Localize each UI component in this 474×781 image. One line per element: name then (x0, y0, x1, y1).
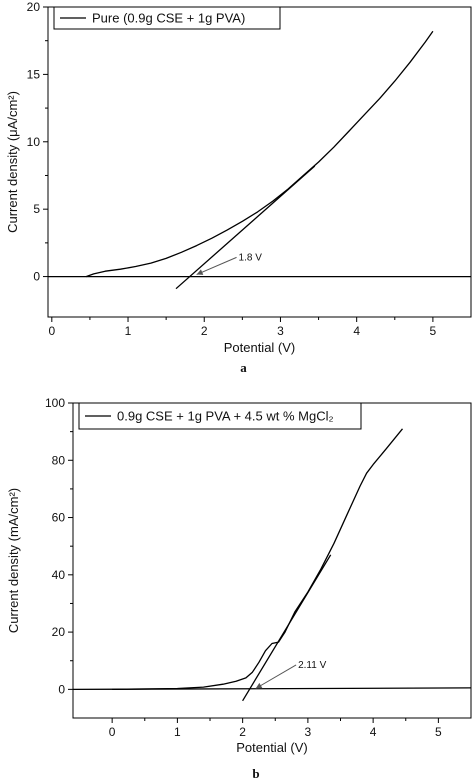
y-tick-label: 100 (45, 396, 65, 410)
annotation-label: 1.8 V (239, 252, 263, 263)
x-tick-label: 5 (435, 725, 442, 739)
x-tick-label: 3 (305, 725, 312, 739)
y-tick-label: 15 (27, 67, 41, 81)
chart-panel-b: 0 1 2 3 4 5 0 20 40 60 80 100 2.11 V 0.9g CSE + 1g PV… (6, 396, 472, 781)
annotation-arrow (196, 256, 237, 276)
y-axis-title: Current density (μA/cm²) (5, 91, 20, 233)
y-tick-label: 80 (52, 453, 66, 467)
y-tick-label: 10 (27, 135, 41, 149)
panel-label: b (252, 766, 259, 781)
x-axis-title: Potential (V) (236, 740, 308, 755)
y-tick-label: 20 (27, 0, 41, 14)
series-group (73, 428, 471, 702)
annotation-arrowhead (255, 682, 263, 689)
y-tick-label: 5 (33, 202, 40, 216)
plot-frame (72, 402, 472, 719)
series-line (85, 30, 434, 278)
y-axis-title: Current density (mA/cm²) (6, 488, 21, 633)
y-tick-label: 0 (58, 682, 65, 696)
chart-panel-a: 0 1 2 3 4 5 0 5 10 15 20 1.8 V Pure (0.9g CSE + 1g P… (5, 0, 472, 375)
x-tick-label: 4 (353, 324, 360, 338)
baseline-line (73, 687, 471, 691)
x-axis-title: Potential (V) (224, 340, 296, 355)
tangent-line (242, 554, 332, 702)
annotation-arrow (255, 664, 297, 689)
x-tick-label: 1 (125, 324, 132, 338)
y-tick-label: 0 (33, 270, 40, 284)
x-tick-label: 1 (174, 725, 181, 739)
panel-label: a (240, 360, 247, 375)
y-tick-label: 40 (52, 568, 66, 582)
x-tick-label: 0 (48, 324, 55, 338)
x-tick-label: 3 (277, 324, 284, 338)
x-tick-label: 5 (430, 324, 437, 338)
annotation-label: 2.11 V (298, 660, 326, 671)
x-tick-label: 4 (370, 725, 377, 739)
legend-label: Pure (0.9g CSE + 1g PVA) (92, 11, 245, 26)
y-tick-label: 20 (52, 625, 66, 639)
annotation-arrowhead (196, 269, 204, 275)
tangent-line (175, 165, 316, 290)
x-tick-label: 2 (201, 324, 208, 338)
x-tick-label: 2 (239, 725, 246, 739)
x-tick-label: 0 (109, 725, 116, 739)
legend-box (53, 6, 281, 30)
series-group (48, 30, 471, 290)
legend-label: 0.9g CSE + 1g PVA + 4.5 wt % MgCl₂ (117, 409, 334, 424)
y-tick-label: 60 (52, 511, 66, 525)
legend-box (78, 402, 362, 430)
series-line (112, 428, 404, 691)
